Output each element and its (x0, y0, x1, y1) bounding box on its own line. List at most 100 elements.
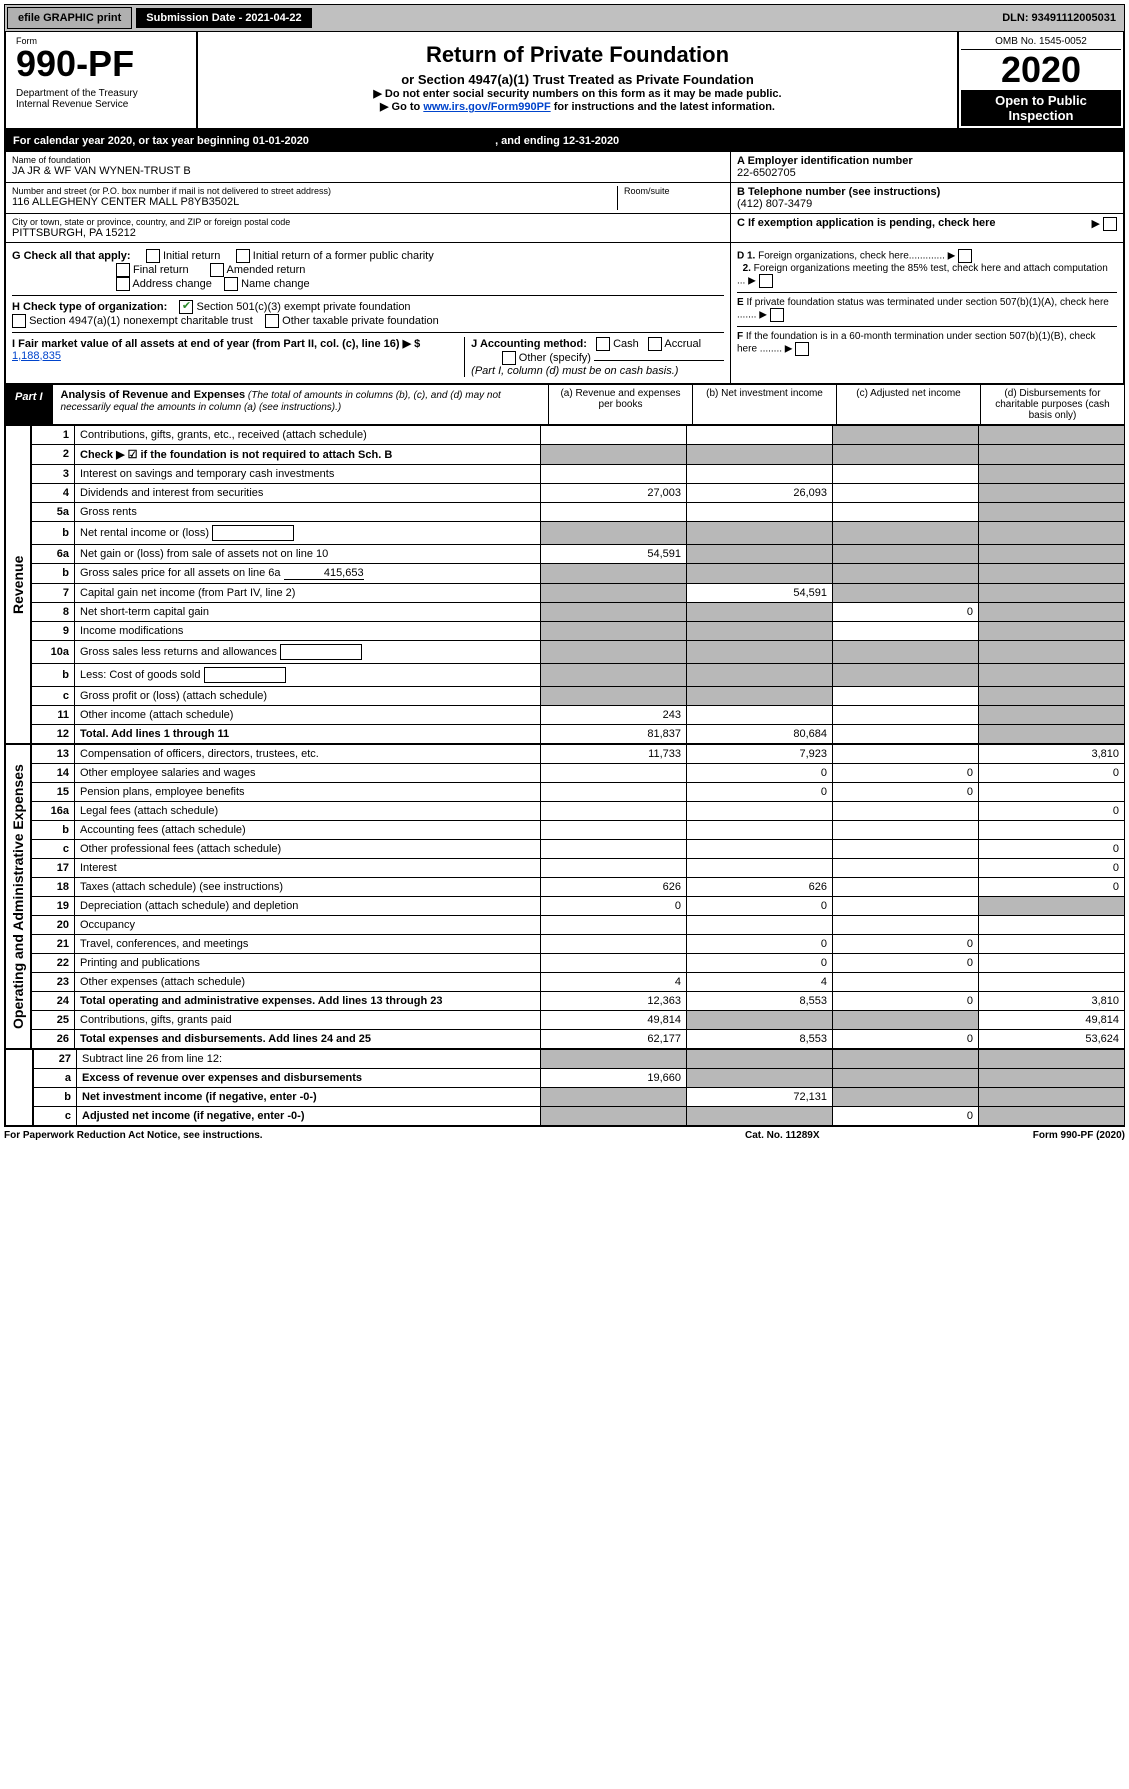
tax-year: 2020 (961, 50, 1121, 90)
table-row: 27Subtract line 26 from line 12: (34, 1049, 1125, 1068)
tel-value: (412) 807-3479 (737, 198, 1117, 210)
j-note: (Part I, column (d) must be on cash basi… (471, 365, 678, 377)
table-row: 5aGross rents (32, 502, 1125, 521)
j1-checkbox[interactable] (596, 337, 610, 351)
e-checkbox[interactable] (770, 308, 784, 322)
table-row: bNet rental income or (loss) (32, 521, 1125, 544)
j-label: J Accounting method: (471, 338, 587, 350)
submission-date: Submission Date - 2021-04-22 (136, 8, 311, 28)
table-row: 15Pension plans, employee benefits00 (32, 782, 1125, 801)
h3-checkbox[interactable] (265, 314, 279, 328)
form-number: 990-PF (16, 46, 186, 82)
h1-checkbox[interactable] (179, 300, 193, 314)
g4-checkbox[interactable] (210, 263, 224, 277)
ein-label: A Employer identification number (737, 155, 1117, 167)
efile-label: efile GRAPHIC print (7, 7, 132, 29)
address-label: Number and street (or P.O. box number if… (12, 186, 617, 196)
d1-checkbox[interactable] (958, 249, 972, 263)
table-row: 14Other employee salaries and wages000 (32, 763, 1125, 782)
table-row: 16aLegal fees (attach schedule)0 (32, 801, 1125, 820)
g2-checkbox[interactable] (236, 249, 250, 263)
open-public: Open to Public Inspection (961, 90, 1121, 126)
h2-checkbox[interactable] (12, 314, 26, 328)
revenue-table: 1Contributions, gifts, grants, etc., rec… (31, 425, 1125, 744)
ein-value: 22-6502705 (737, 167, 1117, 179)
foundation-name: JA JR & WF VAN WYNEN-TRUST B (12, 165, 724, 177)
col-c-header: (c) Adjusted net income (836, 385, 980, 424)
city-value: PITTSBURGH, PA 15212 (12, 227, 724, 239)
name-label: Name of foundation (12, 155, 724, 165)
table-row: 7Capital gain net income (from Part IV, … (32, 583, 1125, 602)
g5-checkbox[interactable] (116, 277, 130, 291)
table-row: 18Taxes (attach schedule) (see instructi… (32, 877, 1125, 896)
table-row: 12Total. Add lines 1 through 1181,83780,… (32, 724, 1125, 743)
table-row: 2Check ▶ ☑ if the foundation is not requ… (32, 444, 1125, 464)
c-label: C If exemption application is pending, c… (737, 217, 996, 229)
expenses-label: Operating and Administrative Expenses (5, 744, 31, 1049)
instructions-link[interactable]: www.irs.gov/Form990PF (423, 101, 550, 113)
table-row: 22Printing and publications00 (32, 953, 1125, 972)
j2-checkbox[interactable] (648, 337, 662, 351)
dln-label: DLN: 93491112005031 (994, 8, 1124, 28)
omb-number: OMB No. 1545-0052 (961, 34, 1121, 50)
table-row: 19Depreciation (attach schedule) and dep… (32, 896, 1125, 915)
table-row: 8Net short-term capital gain0 (32, 602, 1125, 621)
expenses-table: 13Compensation of officers, directors, t… (31, 744, 1125, 1049)
table-row: cGross profit or (loss) (attach schedule… (32, 686, 1125, 705)
form-note2: ▶ Go to www.irs.gov/Form990PF for instru… (210, 100, 945, 113)
table-row: 13Compensation of officers, directors, t… (32, 744, 1125, 763)
table-row: aExcess of revenue over expenses and dis… (34, 1068, 1125, 1087)
i-value-link[interactable]: 1,188,835 (12, 350, 61, 362)
table-row: 17Interest0 (32, 858, 1125, 877)
table-row: 3Interest on savings and temporary cash … (32, 464, 1125, 483)
city-label: City or town, state or province, country… (12, 217, 724, 227)
address-value: 116 ALLEGHENY CENTER MALL P8YB3502L (12, 196, 617, 208)
j3-checkbox[interactable] (502, 351, 516, 365)
footer-left: For Paperwork Reduction Act Notice, see … (4, 1130, 745, 1141)
revenue-label: Revenue (5, 425, 31, 744)
col-d-header: (d) Disbursements for charitable purpose… (980, 385, 1124, 424)
part1-tag: Part I (5, 385, 53, 424)
table-row: 25Contributions, gifts, grants paid49,81… (32, 1010, 1125, 1029)
top-bar: efile GRAPHIC print Submission Date - 20… (4, 4, 1125, 32)
c-checkbox[interactable] (1103, 217, 1117, 231)
d2-checkbox[interactable] (759, 274, 773, 288)
table-row: bLess: Cost of goods sold (32, 663, 1125, 686)
g1-checkbox[interactable] (146, 249, 160, 263)
table-row: 26Total expenses and disbursements. Add … (32, 1029, 1125, 1048)
footer-right: Form 990-PF (2020) (945, 1130, 1125, 1141)
g-label: G Check all that apply: (12, 250, 131, 262)
room-label: Room/suite (624, 186, 724, 196)
table-row: bAccounting fees (attach schedule) (32, 820, 1125, 839)
h-label: H Check type of organization: (12, 301, 167, 313)
footer-mid: Cat. No. 11289X (745, 1130, 945, 1141)
table-row: 10aGross sales less returns and allowanc… (32, 640, 1125, 663)
form-header: Form 990-PF Department of the Treasury I… (4, 32, 1125, 130)
g6-checkbox[interactable] (224, 277, 238, 291)
table-row: 9Income modifications (32, 621, 1125, 640)
table-row: 4Dividends and interest from securities2… (32, 483, 1125, 502)
table-row: 1Contributions, gifts, grants, etc., rec… (32, 425, 1125, 444)
f-checkbox[interactable] (795, 342, 809, 356)
i-label: I Fair market value of all assets at end… (12, 338, 420, 350)
final-table: 27Subtract line 26 from line 12:aExcess … (33, 1049, 1125, 1126)
page-footer: For Paperwork Reduction Act Notice, see … (4, 1126, 1125, 1144)
form-note1: ▶ Do not enter social security numbers o… (210, 87, 945, 100)
col-a-header: (a) Revenue and expenses per books (548, 385, 692, 424)
form-title: Return of Private Foundation (210, 42, 945, 68)
table-row: 23Other expenses (attach schedule)44 (32, 972, 1125, 991)
table-row: 11Other income (attach schedule)243 (32, 705, 1125, 724)
part1-header: Part I Analysis of Revenue and Expenses … (4, 384, 1125, 425)
tel-label: B Telephone number (see instructions) (737, 186, 1117, 198)
form-subtitle: or Section 4947(a)(1) Trust Treated as P… (210, 72, 945, 87)
dept-label: Department of the Treasury Internal Reve… (16, 88, 186, 110)
col-b-header: (b) Net investment income (692, 385, 836, 424)
table-row: 24Total operating and administrative exp… (32, 991, 1125, 1010)
calendar-year-bar: For calendar year 2020, or tax year begi… (4, 130, 1125, 152)
table-row: bGross sales price for all assets on lin… (32, 563, 1125, 583)
table-row: 21Travel, conferences, and meetings00 (32, 934, 1125, 953)
table-row: cOther professional fees (attach schedul… (32, 839, 1125, 858)
table-row: cAdjusted net income (if negative, enter… (34, 1106, 1125, 1125)
table-row: 20Occupancy (32, 915, 1125, 934)
g3-checkbox[interactable] (116, 263, 130, 277)
